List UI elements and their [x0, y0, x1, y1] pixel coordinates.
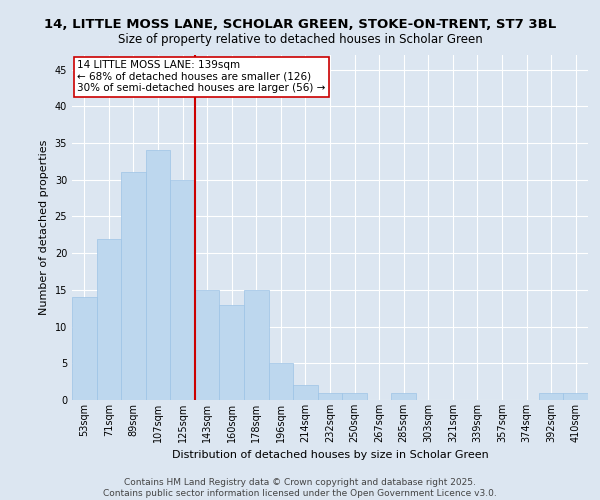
Bar — [97, 238, 121, 400]
Text: Size of property relative to detached houses in Scholar Green: Size of property relative to detached ho… — [118, 32, 482, 46]
Text: Contains HM Land Registry data © Crown copyright and database right 2025.
Contai: Contains HM Land Registry data © Crown c… — [103, 478, 497, 498]
Bar — [563, 392, 588, 400]
Bar — [539, 392, 563, 400]
Bar — [318, 392, 342, 400]
Bar — [220, 304, 244, 400]
Bar — [146, 150, 170, 400]
Bar — [342, 392, 367, 400]
Bar — [269, 364, 293, 400]
X-axis label: Distribution of detached houses by size in Scholar Green: Distribution of detached houses by size … — [172, 450, 488, 460]
Y-axis label: Number of detached properties: Number of detached properties — [39, 140, 49, 315]
Bar — [170, 180, 195, 400]
Bar — [195, 290, 220, 400]
Text: 14 LITTLE MOSS LANE: 139sqm
← 68% of detached houses are smaller (126)
30% of se: 14 LITTLE MOSS LANE: 139sqm ← 68% of det… — [77, 60, 326, 94]
Bar — [121, 172, 146, 400]
Text: 14, LITTLE MOSS LANE, SCHOLAR GREEN, STOKE-ON-TRENT, ST7 3BL: 14, LITTLE MOSS LANE, SCHOLAR GREEN, STO… — [44, 18, 556, 30]
Bar — [293, 386, 318, 400]
Bar — [72, 297, 97, 400]
Bar — [244, 290, 269, 400]
Bar — [391, 392, 416, 400]
